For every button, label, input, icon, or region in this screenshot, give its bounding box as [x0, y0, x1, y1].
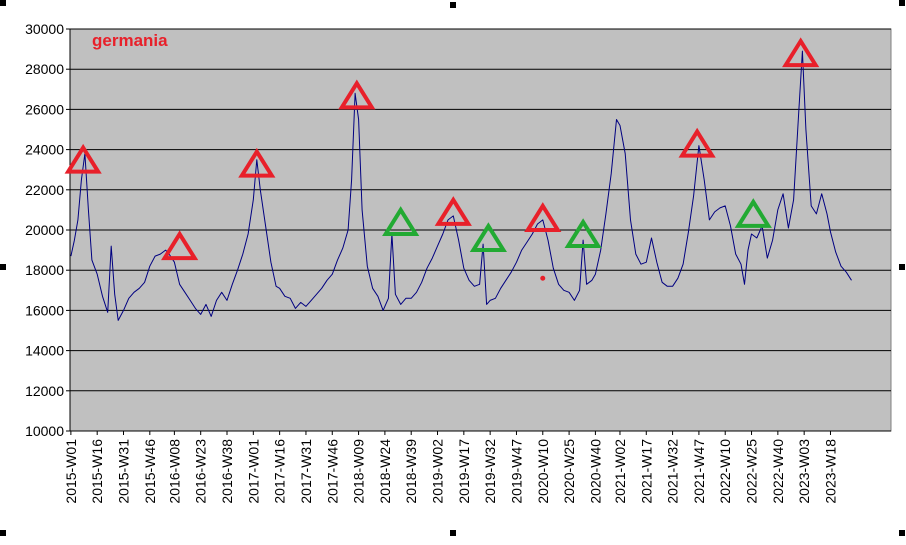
- x-tick-label: 2022-W10: [717, 439, 733, 504]
- triangle-marker: [338, 79, 376, 110]
- y-tick-label: 16000: [25, 302, 64, 318]
- y-tick-label: 10000: [25, 423, 64, 439]
- x-axis: 2015-W01 2015-W16 2015-W31 2015-W46 2016-W08…: [63, 430, 891, 504]
- x-tick-label: 2019-W02: [430, 439, 446, 504]
- y-tick-label: 20000: [25, 222, 64, 238]
- x-tick-label: 2022-W40: [770, 439, 786, 504]
- y-tick-label: 18000: [25, 262, 64, 278]
- triangle-marker: [434, 196, 472, 226]
- x-tick-label: 2020-W10: [535, 439, 551, 504]
- x-tick-label: 2017-W16: [272, 439, 288, 504]
- series-line-0: [70, 50, 852, 321]
- triangle-marker: [524, 202, 562, 232]
- y-tick-label: 26000: [25, 101, 64, 117]
- x-tick-label: 2020-W40: [587, 439, 603, 504]
- handle-top-middle[interactable]: [450, 2, 456, 8]
- handle-top-right[interactable]: [899, 0, 905, 6]
- y-tick-label: 24000: [25, 142, 64, 158]
- x-tick-label: 2015-W01: [63, 439, 79, 504]
- handle-bottom-middle[interactable]: [450, 530, 456, 536]
- y-axis: 10000 12000 14000 16000 18000 20000 22000 24000…: [25, 21, 71, 439]
- annotations: [64, 37, 820, 281]
- x-tick-label: 2019-W32: [482, 439, 498, 504]
- triangle-marker: [382, 206, 420, 236]
- x-tick-label: 2015-W31: [116, 439, 132, 504]
- x-tick-label: 2021-W32: [665, 439, 681, 504]
- triangle-marker: [782, 37, 820, 68]
- triangle-marker: [564, 218, 602, 249]
- gridlines: [70, 28, 891, 392]
- triangle-marker: [734, 198, 772, 228]
- y-tick-label: 22000: [25, 182, 64, 198]
- triangle-marker: [678, 127, 716, 158]
- handle-middle-right[interactable]: [899, 264, 905, 270]
- series-layer: [70, 50, 852, 321]
- x-tick-label: 2018-W09: [351, 439, 367, 504]
- x-tick-label: 2017-W31: [298, 439, 314, 504]
- x-tick-label: 2015-W16: [89, 439, 105, 504]
- x-tick-label: 2016-W38: [219, 439, 235, 504]
- x-tick-label: 2023-W18: [822, 439, 838, 504]
- x-tick-label: 2019-W47: [508, 439, 524, 504]
- x-tick-label: 2020-W25: [561, 439, 577, 504]
- x-tick-label: 2016-W23: [193, 439, 209, 504]
- x-tick-label: 2017-W46: [324, 439, 340, 504]
- x-tick-label: 2021-W17: [638, 439, 654, 504]
- dot-marker: [540, 275, 546, 281]
- y-tick-label: 28000: [25, 61, 64, 77]
- y-tick-label: 14000: [25, 343, 64, 359]
- triangle-marker: [238, 147, 276, 178]
- handle-top-left[interactable]: [0, 0, 6, 6]
- triangle-marker: [64, 143, 102, 174]
- triangle-marker: [161, 230, 199, 261]
- x-tick-label: 2022-W25: [744, 439, 760, 504]
- x-tick-label: 2018-W39: [403, 439, 419, 504]
- x-tick-label: 2017-W01: [245, 439, 261, 504]
- x-tick-label: 2016-W08: [166, 439, 182, 504]
- triangle-marker: [469, 222, 508, 253]
- x-tick-label: 2018-W24: [377, 439, 393, 504]
- x-tick-label: 2019-W17: [456, 439, 472, 504]
- y-tick-label: 30000: [25, 21, 64, 37]
- chart-title: germania: [92, 31, 168, 50]
- handle-middle-left[interactable]: [0, 264, 6, 270]
- handle-bottom-left[interactable]: [0, 530, 6, 536]
- handle-bottom-right[interactable]: [899, 530, 905, 536]
- y-tick-label: 12000: [25, 383, 64, 399]
- x-tick-label: 2023-W03: [796, 439, 812, 504]
- x-tick-label: 2021-W02: [612, 439, 628, 504]
- x-tick-label: 2021-W47: [691, 439, 707, 504]
- x-tick-label: 2015-W46: [142, 439, 158, 504]
